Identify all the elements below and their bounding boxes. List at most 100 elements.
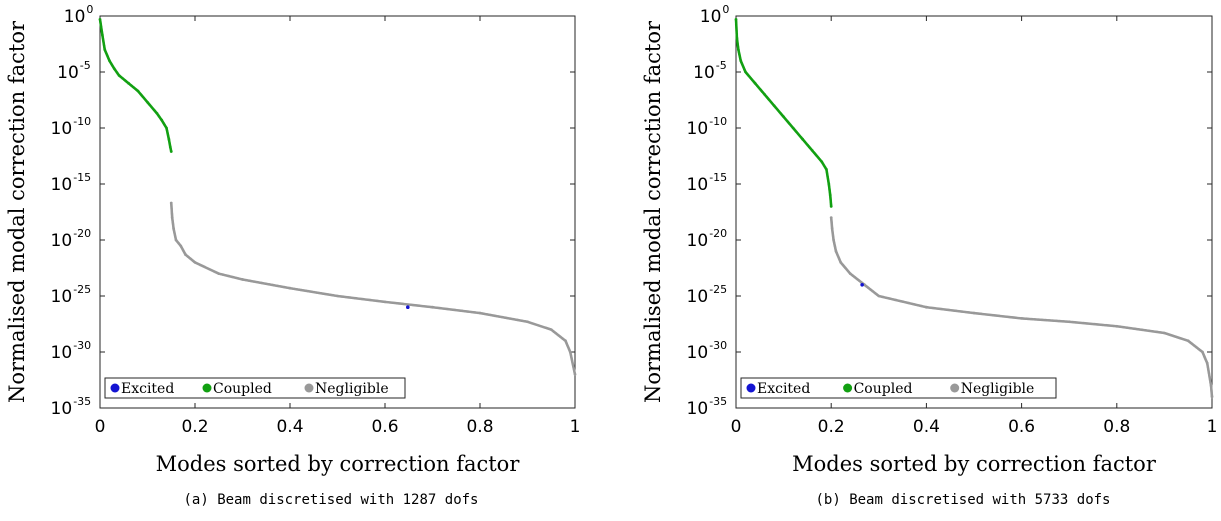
series-negligible [829,216,1214,399]
y-tick-label: 10 -20 [687,227,728,251]
data-point-coupled [167,137,171,141]
data-point-negligible [288,286,292,290]
data-point-coupled [801,137,805,141]
data-point-negligible [839,261,843,264]
y-tick-label: 10 -10 [687,115,728,139]
data-point-coupled [160,118,164,122]
y-tick-exponent: -15 [709,171,727,184]
x-axis-label: Modes sorted by correction factor [156,452,521,476]
data-point-negligible [1209,384,1213,387]
data-point-coupled [117,73,121,77]
data-point-coupled [112,67,116,71]
legend: Excited Coupled Negligible [104,377,406,399]
y-tick-label: 10 -15 [51,171,92,195]
data-point-coupled [744,70,747,74]
data-point-negligible [431,305,434,309]
data-point-coupled [127,81,130,85]
x-tick-label: 0.8 [1103,417,1130,437]
x-tick-label: 0.6 [371,417,398,437]
data-point-coupled [155,112,159,115]
x-tick-label: 1 [1207,417,1218,437]
y-tick-base: 10 [51,399,73,419]
x-tick-label: 0.8 [466,417,493,437]
y-tick-base: 10 [687,287,709,307]
data-point-negligible [877,294,881,298]
y-tick-base: 10 [693,63,715,83]
y-tick-label: 10 0 [700,3,730,27]
y-tick-exponent: -15 [73,171,91,184]
data-point-negligible [829,216,833,220]
data-point-coupled [735,37,739,40]
legend-box [740,377,1057,399]
data-point-coupled [791,126,795,130]
legend-marker-coupled [202,383,212,393]
data-point-coupled [165,126,168,130]
legend-label-negligible: Negligible [961,381,1035,397]
series-negligible [169,201,577,376]
x-tick-label: 0.4 [276,417,303,437]
y-axis-label: Normalised modal correction factor [641,20,665,403]
y-tick-exponent: -10 [73,115,91,128]
data-point-coupled [828,193,832,197]
y-tick-base: 10 [51,231,73,251]
data-point-negligible [568,350,572,354]
data-point-coupled [829,205,833,208]
legend-label-excited: Excited [757,381,810,397]
y-tick-exponent: -25 [73,283,91,296]
y-tick-base: 10 [51,175,73,195]
data-point-coupled [739,59,743,63]
y-tick-base: 10 [64,7,86,27]
y-tick-label: 10 0 [64,3,94,27]
data-point-negligible [1067,320,1071,324]
data-point-coupled [820,160,824,164]
data-point-negligible [217,272,221,275]
data-point-negligible [526,320,529,324]
series-coupled [98,17,173,153]
data-point-negligible [972,311,976,315]
data-point-negligible [573,373,577,376]
figure-caption: (b) Beam discretised with 5733 dofs [815,492,1110,508]
data-point-excited [860,283,864,287]
y-tick-exponent: -10 [709,115,727,128]
data-point-negligible [193,261,197,264]
y-tick-base: 10 [687,343,709,363]
data-point-negligible [834,249,838,253]
y-tick-base: 10 [51,119,73,139]
x-tick-label: 0.2 [181,417,208,437]
plot-frame [99,15,576,409]
data-point-negligible [478,311,482,315]
data-point-negligible [172,227,176,231]
data-point-coupled [763,93,766,96]
data-point-negligible [179,244,183,248]
data-point-coupled [825,168,828,171]
data-point-negligible [925,305,928,309]
data-point-negligible [863,283,866,287]
y-tick-label: 10 -35 [51,395,92,419]
legend: Excited Coupled Negligible [740,377,1057,399]
plot-frame [735,15,1213,409]
legend-label-excited: Excited [121,381,174,397]
data-point-negligible [832,238,835,242]
data-point-negligible [1020,317,1023,320]
legend-marker-coupled [843,383,853,393]
x-tick-label: 0.6 [1008,417,1035,437]
y-tick-exponent: -30 [709,339,727,352]
data-point-negligible [1163,331,1166,335]
legend-label-coupled: Coupled [854,381,913,397]
data-point-negligible [549,328,553,331]
data-point-coupled [169,150,173,153]
series-excited [860,283,864,287]
legend-marker-negligible [304,383,314,393]
legend-marker-excited [746,383,756,393]
data-point-coupled [772,104,776,107]
data-point-coupled [734,17,738,21]
legend-box [104,377,406,399]
data-point-coupled [736,48,740,51]
data-point-negligible [383,300,387,304]
y-tick-exponent: -30 [73,339,91,352]
y-tick-base: 10 [51,343,73,363]
series-excited [406,305,410,310]
data-point-coupled [827,182,831,186]
